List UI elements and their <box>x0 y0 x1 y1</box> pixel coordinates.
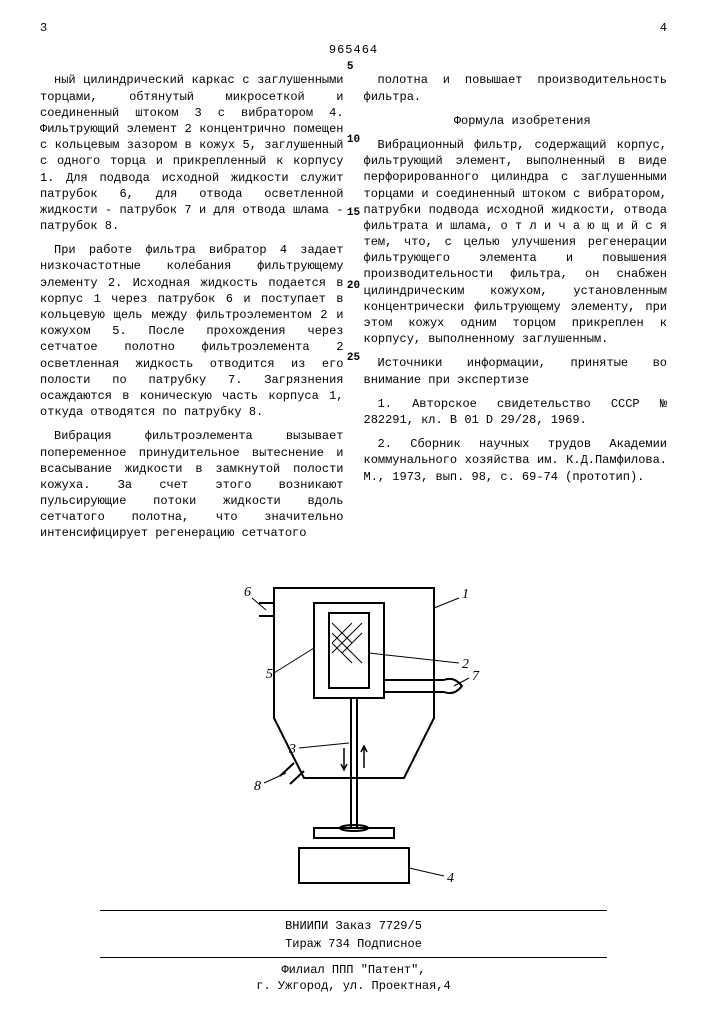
footer-line: Филиал ППП "Патент", <box>40 962 667 978</box>
line-number-gutter: 5 10 15 20 25 <box>347 60 360 366</box>
footer-line: Тираж 734 Подписное <box>100 935 607 953</box>
paragraph: Вибрационный фильтр, содержащий корпус, … <box>364 137 668 347</box>
line-mark: 20 <box>347 279 360 294</box>
line-mark: 5 <box>347 60 360 75</box>
label-3: 3 <box>288 742 296 757</box>
divider <box>100 957 607 958</box>
reference: 2. Сборник научных трудов Академии комму… <box>364 436 668 485</box>
formula-title: Формула изобретения <box>364 113 668 129</box>
figure: 1 2 5 3 8 7 4 6 <box>40 568 667 898</box>
paragraph: полотна и повышает производительность фи… <box>364 72 668 104</box>
paragraph: Вибрация фильтроэлемента вызывает попере… <box>40 428 344 541</box>
right-column: полотна и повышает производительность фи… <box>364 72 668 549</box>
label-4: 4 <box>447 871 454 886</box>
line-mark: 25 <box>347 351 360 366</box>
patent-number: 965464 <box>40 42 667 58</box>
footer: ВНИИПИ Заказ 7729/5 Тираж 734 Подписное <box>100 910 607 953</box>
label-2: 2 <box>462 657 469 672</box>
paragraph: При работе фильтра вибратор 4 задает низ… <box>40 242 344 420</box>
line-mark: 10 <box>347 133 360 148</box>
footer-line: ВНИИПИ Заказ 7729/5 <box>100 917 607 935</box>
filter-diagram: 1 2 5 3 8 7 4 6 <box>204 568 504 898</box>
page-num-left: 3 <box>40 20 47 36</box>
paragraph: ный цилиндрический каркас с заглушенными… <box>40 72 344 234</box>
reference: 1. Авторское свидетельство СССР № 282291… <box>364 396 668 428</box>
label-7: 7 <box>472 669 480 684</box>
left-column: ный цилиндрический каркас с заглушенными… <box>40 72 344 549</box>
label-8: 8 <box>254 779 261 794</box>
footer-line: г. Ужгород, ул. Проектная,4 <box>40 978 667 994</box>
page-num-right: 4 <box>660 20 667 36</box>
label-5: 5 <box>266 667 273 682</box>
label-1: 1 <box>462 587 469 602</box>
line-mark: 15 <box>347 206 360 221</box>
label-6: 6 <box>244 585 251 600</box>
sources-title: Источники информации, принятые во вниман… <box>364 355 668 387</box>
